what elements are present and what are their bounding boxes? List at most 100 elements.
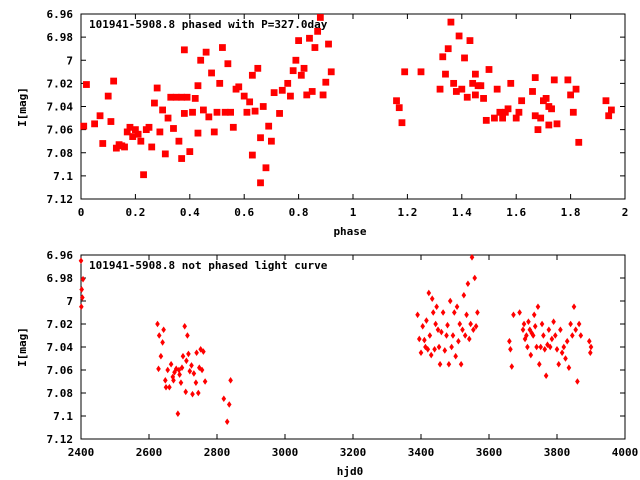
lc-data-point (558, 326, 563, 334)
lc-data-point (175, 410, 181, 417)
lc-data-point (78, 257, 84, 265)
lc-data-point (466, 335, 472, 343)
lc-data-point (450, 332, 456, 339)
phased-data-point (276, 110, 283, 117)
phased-data-point (227, 108, 235, 116)
phased-data-point (518, 97, 526, 105)
phased-data-point (287, 92, 294, 100)
phased-data-point (110, 77, 118, 85)
lc-data-point (551, 318, 556, 325)
phased-data-point (567, 91, 574, 99)
phased-data-point (145, 123, 153, 131)
lc-data-point (472, 274, 478, 282)
light-curve-ticks: 2400 2600 2800 3000 3200 3400 3600 3800 4000 6.96… (47, 249, 639, 459)
phased-xtick-label: 0.2 (125, 206, 145, 219)
phased-data-point (251, 107, 259, 115)
phased-xtick-label: 1.8 (561, 206, 581, 219)
phased-data-point (216, 79, 224, 87)
lc-ytick-label: 7.1 (53, 410, 73, 423)
lc-data-point (201, 348, 206, 355)
phased-ytick-label: 6.96 (47, 8, 74, 21)
lc-data-point (559, 349, 565, 357)
lc-data-point (556, 360, 562, 368)
phased-data-point (197, 56, 205, 64)
lc-data-point (552, 332, 558, 339)
phased-data-point (257, 179, 264, 187)
lc-data-point (424, 317, 429, 324)
lc-data-point (439, 328, 444, 336)
light-curve-points (78, 254, 594, 426)
phased-data-point (140, 171, 147, 179)
phased-data-point (246, 98, 254, 106)
phased-data-point (605, 112, 613, 120)
phased-xtick-label: 0.6 (234, 206, 254, 219)
phased-data-point (248, 71, 256, 79)
lc-data-point (573, 326, 579, 334)
lc-data-point (578, 332, 584, 339)
lc-ytick-label: 7.02 (47, 318, 74, 331)
lc-xtick-label: 4000 (612, 446, 639, 459)
lc-data-point (435, 326, 441, 334)
lc-data-point (541, 332, 546, 339)
phased-ytick-label: 7.08 (47, 147, 74, 160)
lc-data-point (79, 303, 84, 311)
lc-data-point (418, 349, 424, 357)
phased-data-point (485, 66, 493, 73)
phased-data-point (159, 106, 167, 114)
lc-data-point (445, 321, 450, 329)
phased-data-point (194, 82, 202, 90)
lc-data-point (187, 367, 193, 375)
phased-data-point (507, 79, 515, 87)
lc-xtick-label: 3800 (544, 446, 571, 459)
lc-data-point (453, 352, 458, 360)
phased-data-point (297, 71, 305, 79)
lc-data-point (462, 332, 468, 339)
phased-data-point (466, 37, 474, 44)
lc-data-point (165, 366, 171, 374)
lc-data-point (566, 364, 572, 371)
lc-data-point (537, 360, 542, 368)
lc-data-point (198, 346, 203, 353)
phased-data-point (512, 114, 520, 122)
phased-data-point (267, 137, 275, 145)
phased-data-point (417, 68, 425, 76)
lc-data-point (163, 383, 169, 391)
phased-data-point (322, 78, 330, 86)
lc-data-point (539, 320, 545, 328)
phased-data-point (248, 151, 256, 159)
lc-data-point (171, 377, 176, 384)
phased-data-point (447, 18, 455, 26)
phased-data-point (504, 105, 512, 113)
phased-data-point (175, 137, 183, 145)
lc-data-point (437, 360, 443, 368)
lc-ytick-label: 7.06 (47, 364, 74, 377)
phased-data-point (308, 88, 316, 95)
lc-data-point (542, 346, 548, 353)
lc-data-point (428, 351, 434, 359)
phased-data-point (243, 108, 251, 116)
phased-data-point (134, 130, 142, 138)
lc-data-point (173, 365, 179, 373)
phased-data-point (270, 89, 278, 97)
lc-data-point (473, 323, 479, 330)
lc-data-point (546, 326, 552, 334)
lc-data-point (193, 379, 199, 386)
phased-data-point (161, 150, 169, 158)
phased-xtick-label: 1.4 (452, 206, 472, 219)
phased-data-point (545, 121, 553, 129)
lc-data-point (433, 320, 438, 328)
lc-data-point (509, 363, 515, 370)
lc-data-point (182, 323, 188, 330)
lc-data-point (588, 349, 593, 357)
lc-data-point (447, 297, 453, 305)
lc-data-point (545, 341, 550, 348)
lc-data-point (161, 326, 166, 334)
phased-data-point (482, 116, 490, 124)
lc-data-point (576, 320, 582, 328)
lc-data-point (568, 320, 573, 328)
lc-data-point (588, 343, 594, 351)
lc-data-point (177, 371, 182, 378)
lc-data-point (429, 295, 435, 302)
phased-data-point (303, 91, 311, 99)
